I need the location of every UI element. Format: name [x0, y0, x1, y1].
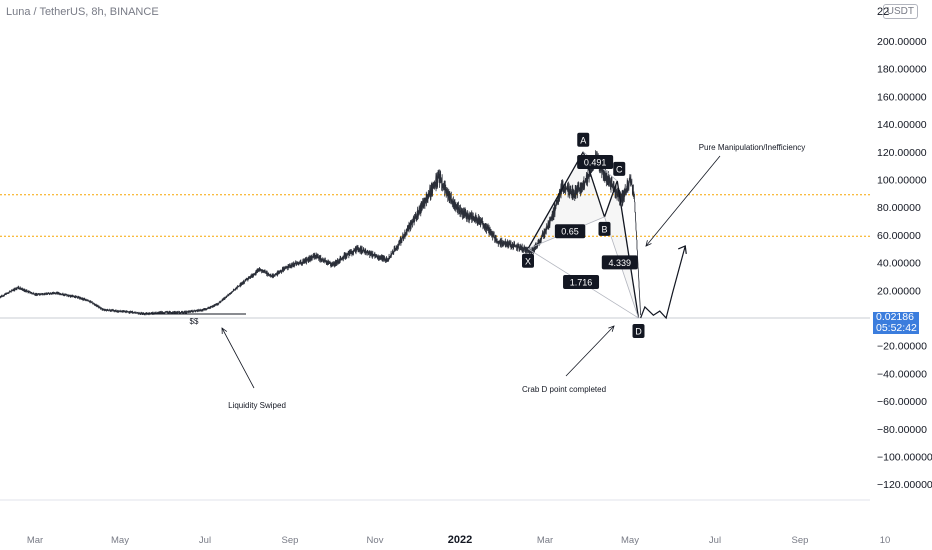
manipulation-arrow	[645, 155, 721, 247]
ratio-label-1: 0.65	[561, 227, 579, 237]
y-tick-label-6: 80.00000	[877, 202, 921, 214]
ratio-label-0: 0.491	[584, 157, 607, 167]
x-tick-label-2: Jul	[199, 535, 211, 546]
symbol-header: Luna / TetherUS, 8h, BINANCE	[6, 6, 159, 18]
x-tick-label-5: 2022	[448, 534, 472, 546]
current-price-label: 0.02186 05:52:42	[873, 312, 919, 334]
y-tick-label-13: −60.00000	[877, 396, 927, 408]
bar-countdown: 05:52:42	[876, 322, 917, 334]
x-tick-label-10: 10	[880, 535, 891, 546]
pattern-point-box-b	[598, 221, 611, 236]
liquidity-arrow-head	[221, 327, 228, 335]
y-tick-label-1: 180.00000	[877, 64, 927, 76]
pattern-point-c: C	[616, 164, 623, 174]
pattern-point-d: D	[635, 327, 642, 337]
y-tick-label-5: 100.00000	[877, 175, 927, 187]
ratio-label-2: 4.339	[609, 258, 632, 268]
pattern-point-a: A	[580, 135, 586, 145]
pattern-point-b: B	[601, 224, 607, 234]
projection-path	[640, 245, 686, 320]
liquidity-arrow	[221, 327, 255, 389]
y-tick-label-8: 40.00000	[877, 258, 921, 270]
pattern-point-box-x	[522, 253, 534, 268]
manipulation-text: Pure Manipulation/Inefficiency	[699, 143, 806, 152]
harmonic-pattern: X A B C D 0.491 0.65 4.339 1.716	[522, 132, 687, 338]
time-axis: Mar May Jul Sep Nov 2022 Mar May Jul Sep 10	[27, 534, 890, 546]
ratio-box-1	[554, 224, 586, 239]
liquidity-label: $$	[190, 317, 199, 326]
pattern-leg-cd	[616, 180, 640, 319]
y-tick-label-0: 200.00000	[877, 36, 927, 48]
pattern-point-box-c	[613, 161, 626, 176]
ratio-label-3: 1.716	[570, 277, 593, 287]
y-tick-label-15: −100.00000	[877, 452, 932, 464]
price-series	[0, 150, 641, 316]
pattern-point-box-d	[632, 324, 645, 338]
crab-d-text: Crab D point completed	[522, 385, 606, 394]
pattern-leg-xa	[527, 151, 584, 250]
y-tick-label-7: 60.00000	[877, 230, 921, 242]
top-axis-value: 22	[877, 6, 890, 18]
pattern-leg-bc	[603, 180, 618, 218]
pattern-point-box-a	[577, 132, 590, 147]
pattern-fill-bcd	[604, 180, 639, 318]
manipulation-arrow-head	[645, 240, 652, 247]
x-tick-label-1: May	[111, 535, 129, 546]
y-tick-label-11: −20.00000	[877, 341, 927, 353]
annotations: $$ Liquidity Swiped Crab D point completed…	[142, 143, 805, 410]
x-tick-label-9: Sep	[792, 535, 809, 546]
price-wicks	[0, 150, 641, 316]
crab-arrow-head	[608, 325, 615, 332]
x-tick-label-8: Jul	[709, 535, 721, 546]
ratio-box-3	[563, 274, 600, 289]
y-tick-label-12: −40.00000	[877, 368, 927, 380]
x-tick-label-7: May	[621, 535, 639, 546]
x-tick-label-3: Sep	[282, 535, 299, 546]
pattern-point-x: X	[525, 256, 531, 266]
crab-arrow	[565, 325, 615, 377]
y-tick-label-4: 120.00000	[877, 147, 927, 159]
liquidity-swiped-text: Liquidity Swiped	[228, 401, 286, 410]
x-tick-label-4: Nov	[367, 535, 384, 546]
ratio-box-0	[577, 154, 614, 169]
y-tick-label-9: 20.00000	[877, 285, 921, 297]
currency-badge[interactable]: USDT	[882, 4, 918, 19]
ratio-box-2	[601, 255, 638, 270]
y-tick-label-14: −80.00000	[877, 424, 927, 436]
horizontal-levels	[0, 194, 870, 237]
y-tick-label-2: 160.00000	[877, 91, 927, 103]
x-tick-label-0: Mar	[27, 535, 43, 546]
price-axis: 200.00000 180.00000 160.00000 140.00000 120.…	[877, 36, 932, 491]
current-price-value: 0.02186	[876, 311, 914, 323]
x-tick-label-6: Mar	[537, 535, 553, 546]
y-tick-label-16: −120.00000	[877, 479, 932, 491]
projection-arrowhead	[678, 245, 687, 255]
y-tick-label-3: 140.00000	[877, 119, 927, 131]
